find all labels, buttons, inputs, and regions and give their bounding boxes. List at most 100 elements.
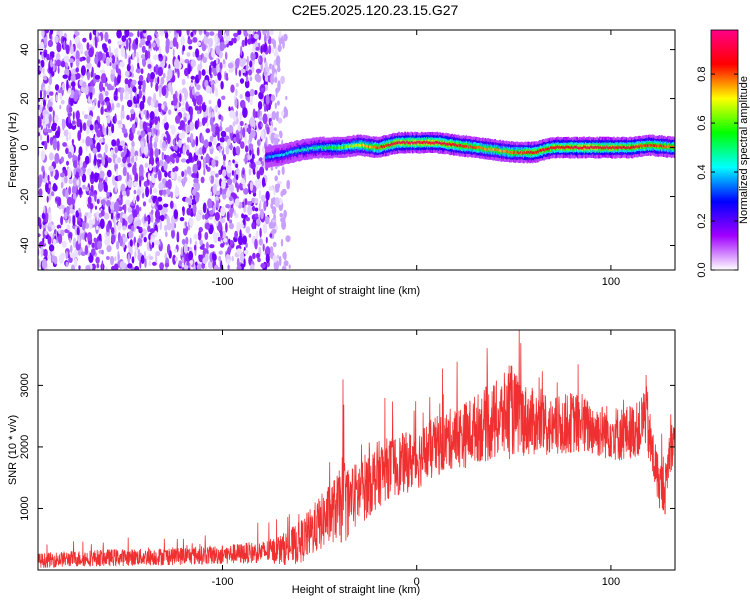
noise-blob xyxy=(48,165,54,172)
noise-blob xyxy=(271,38,275,45)
noise-blob xyxy=(99,138,104,143)
noise-blob xyxy=(62,37,67,43)
noise-blob xyxy=(249,148,252,156)
noise-blob xyxy=(84,85,89,96)
noise-blob xyxy=(132,51,135,61)
noise-blob xyxy=(93,237,97,243)
noise-blob xyxy=(194,105,200,111)
noise-blob xyxy=(38,188,43,198)
noise-blob xyxy=(74,89,79,100)
noise-blob xyxy=(215,45,221,55)
noise-blob xyxy=(82,111,85,115)
noise-blob xyxy=(231,255,234,262)
noise-blob xyxy=(220,260,223,270)
noise-blob xyxy=(285,95,288,101)
noise-blob xyxy=(159,188,164,196)
noise-blob xyxy=(148,163,153,171)
noise-blob xyxy=(252,108,256,120)
noise-blob xyxy=(269,233,273,238)
noise-blob xyxy=(71,81,76,88)
noise-blob xyxy=(164,171,168,178)
noise-blob xyxy=(106,245,112,253)
noise-blob xyxy=(117,74,121,84)
noise-blob xyxy=(199,239,203,246)
noise-blob xyxy=(106,125,109,136)
noise-blob xyxy=(181,262,185,268)
noise-blob xyxy=(253,33,259,40)
noise-blob xyxy=(181,238,186,245)
noise-blob xyxy=(239,111,243,121)
noise-blob xyxy=(80,65,86,76)
noise-blob xyxy=(260,208,264,220)
noise-blob xyxy=(107,157,112,164)
noise-blob xyxy=(193,177,199,184)
noise-blob xyxy=(161,104,165,110)
noise-blob xyxy=(135,51,139,59)
noise-blob xyxy=(84,212,89,217)
noise-blob xyxy=(90,184,94,193)
noise-blob xyxy=(234,58,240,69)
noise-blob xyxy=(100,199,106,206)
noise-blob xyxy=(214,79,219,84)
noise-blob xyxy=(243,217,246,226)
noise-blob xyxy=(276,254,280,260)
noise-blob xyxy=(41,165,45,173)
noise-blob xyxy=(218,147,221,153)
noise-blob xyxy=(265,136,268,145)
noise-blob xyxy=(112,175,116,186)
noise-blob xyxy=(54,152,60,164)
noise-blob xyxy=(46,134,50,144)
noise-blob xyxy=(140,186,144,194)
noise-blob xyxy=(85,126,90,135)
noise-blob xyxy=(114,76,117,88)
noise-blob xyxy=(134,150,139,157)
noise-blob xyxy=(228,144,233,150)
noise-blob xyxy=(187,63,191,75)
noise-blob xyxy=(122,156,127,164)
noise-blob xyxy=(135,37,139,45)
noise-blob xyxy=(273,188,276,196)
noise-blob xyxy=(165,231,168,238)
noise-blob xyxy=(253,30,259,33)
noise-blob xyxy=(271,206,277,215)
noise-blob xyxy=(237,30,242,36)
noise-blob xyxy=(86,42,90,51)
noise-blob xyxy=(203,168,206,176)
noise-blob xyxy=(80,45,83,53)
noise-blob xyxy=(245,217,250,222)
noise-blob xyxy=(137,30,140,38)
noise-blob xyxy=(157,170,162,182)
noise-blob xyxy=(275,87,278,98)
noise-blob xyxy=(195,191,200,200)
noise-blob xyxy=(277,44,282,52)
noise-blob xyxy=(147,225,151,233)
noise-blob xyxy=(66,224,71,231)
noise-blob xyxy=(128,132,134,141)
noise-blob xyxy=(41,212,46,220)
noise-blob xyxy=(274,77,278,83)
noise-blob xyxy=(45,182,49,193)
noise-blob xyxy=(281,219,287,230)
noise-blob xyxy=(172,254,177,265)
noise-blob xyxy=(251,205,256,212)
noise-blob xyxy=(152,166,156,173)
noise-blob xyxy=(130,108,135,115)
noise-blob xyxy=(68,232,73,242)
noise-blob xyxy=(219,41,225,52)
noise-blob xyxy=(140,140,145,151)
noise-blob xyxy=(98,166,103,171)
noise-blob xyxy=(215,57,219,65)
noise-blob xyxy=(205,241,209,250)
noise-blob xyxy=(196,263,202,270)
noise-blob xyxy=(50,191,55,197)
noise-blob xyxy=(113,201,120,213)
noise-blob xyxy=(179,93,182,102)
noise-blob xyxy=(236,248,242,255)
noise-blob xyxy=(235,82,239,88)
noise-blob xyxy=(250,158,254,164)
noise-blob xyxy=(217,30,223,39)
noise-blob xyxy=(166,188,171,195)
noise-blob xyxy=(267,114,273,119)
noise-blob xyxy=(153,108,159,118)
noise-blob xyxy=(240,45,243,57)
